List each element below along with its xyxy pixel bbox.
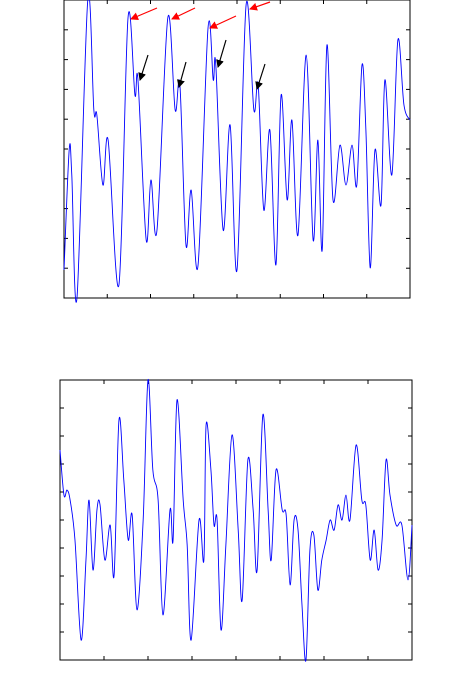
- annotation-arrows: [130, 1, 271, 90]
- plot-frame: [59, 379, 413, 661]
- plot-frame: [63, 0, 411, 299]
- data-line: [63, 0, 411, 303]
- data-line: [59, 379, 413, 662]
